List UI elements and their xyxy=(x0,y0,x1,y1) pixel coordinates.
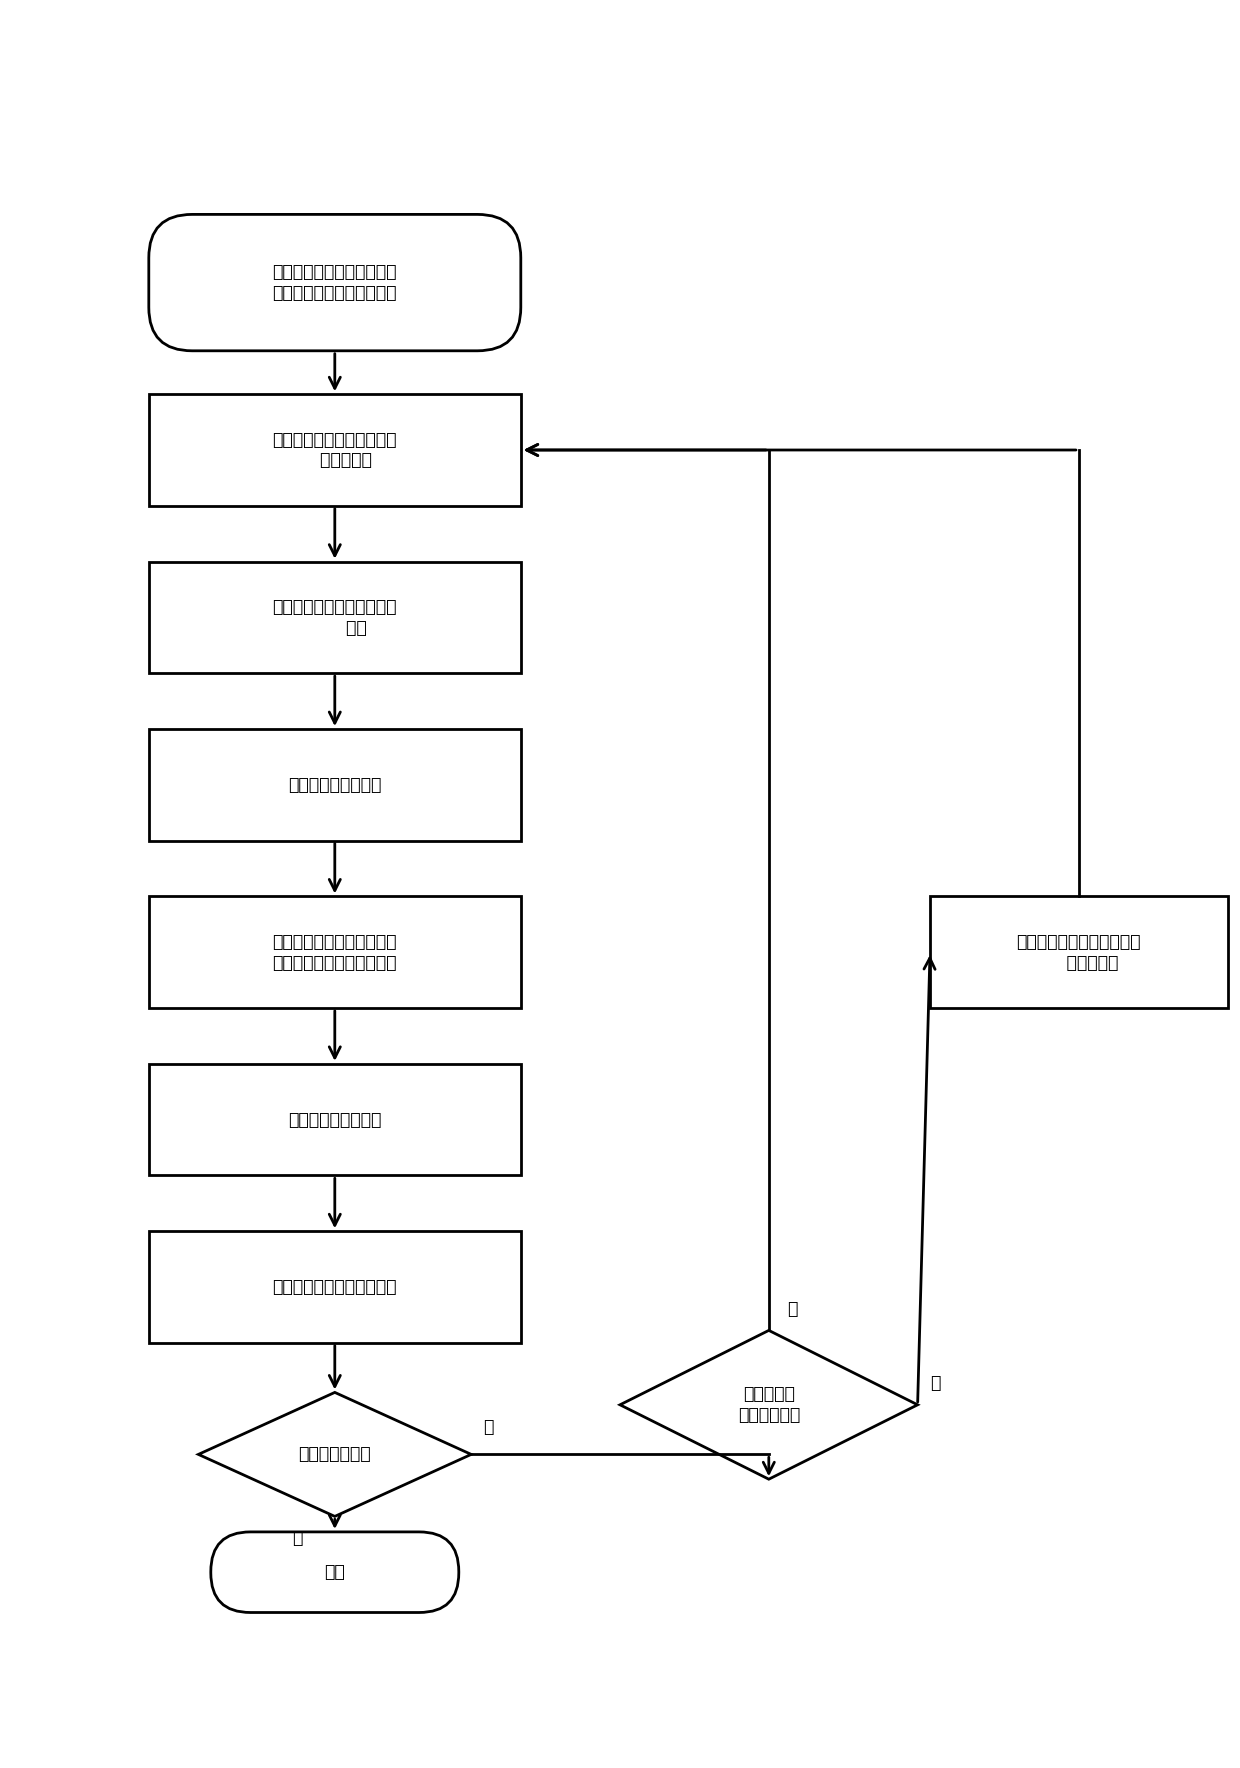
Polygon shape xyxy=(620,1330,918,1480)
Text: 结构柔度有限元分析: 结构柔度有限元分析 xyxy=(288,776,382,794)
Bar xyxy=(149,1231,521,1344)
Text: 结构输出位移和应力有限元
        分析: 结构输出位移和应力有限元 分析 xyxy=(273,598,397,636)
Bar xyxy=(149,896,521,1008)
Bar xyxy=(149,1064,521,1176)
Polygon shape xyxy=(198,1393,471,1517)
Bar xyxy=(149,562,521,674)
Text: 应力惩罚因
子调整条件？: 应力惩罚因 子调整条件？ xyxy=(738,1386,800,1425)
Bar xyxy=(930,896,1228,1008)
Text: 结束: 结束 xyxy=(325,1563,345,1581)
Text: 否: 否 xyxy=(484,1418,494,1436)
Text: 设计变量和水平集方程更新: 设计变量和水平集方程更新 xyxy=(273,1278,397,1296)
Text: 是: 是 xyxy=(293,1529,303,1547)
FancyBboxPatch shape xyxy=(211,1531,459,1612)
Text: 是: 是 xyxy=(930,1374,940,1393)
Bar xyxy=(149,394,521,506)
Bar xyxy=(149,728,521,840)
Text: 否: 否 xyxy=(787,1299,797,1317)
Text: 拓扑优化灵敏度分析: 拓扑优化灵敏度分析 xyxy=(288,1110,382,1128)
FancyBboxPatch shape xyxy=(149,214,521,350)
Text: 算法终止条件？: 算法终止条件？ xyxy=(299,1446,371,1464)
Text: 基于加权法和应力惩罚函数
的柔性机构拓扑优化初始化: 基于加权法和应力惩罚函数 的柔性机构拓扑优化初始化 xyxy=(273,263,397,302)
Text: 利用自适应调整策略调整应
     力惩罚因子: 利用自适应调整策略调整应 力惩罚因子 xyxy=(1017,934,1141,972)
Text: 描述多相材料分布，计算结
    构弹性刚度: 描述多相材料分布，计算结 构弹性刚度 xyxy=(273,431,397,469)
Text: 计算权衡结构输出位移和柔
度重要性的加权因子添加项: 计算权衡结构输出位移和柔 度重要性的加权因子添加项 xyxy=(273,934,397,972)
